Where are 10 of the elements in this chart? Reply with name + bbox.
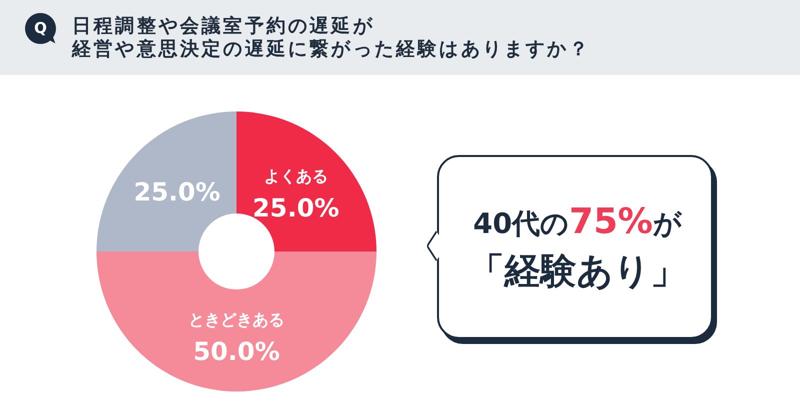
- text: 40代の75%が: [473, 200, 682, 244]
- chart-title: 日程調整や会議室予約の遅延が: [72, 15, 376, 38]
- chart-subtitle: 経営や意思決定の遅延に繋がった経験はありますか？: [72, 38, 590, 61]
- slice-label: ときどきある: [188, 310, 284, 329]
- text: 「経験あり」: [468, 250, 686, 294]
- data-label: 25.0%: [134, 178, 220, 207]
- slice-label: よくある: [264, 166, 328, 186]
- data-label: 25.0%: [252, 194, 340, 223]
- text: Q: [25, 13, 56, 44]
- data-label: 50.0%: [193, 337, 280, 366]
